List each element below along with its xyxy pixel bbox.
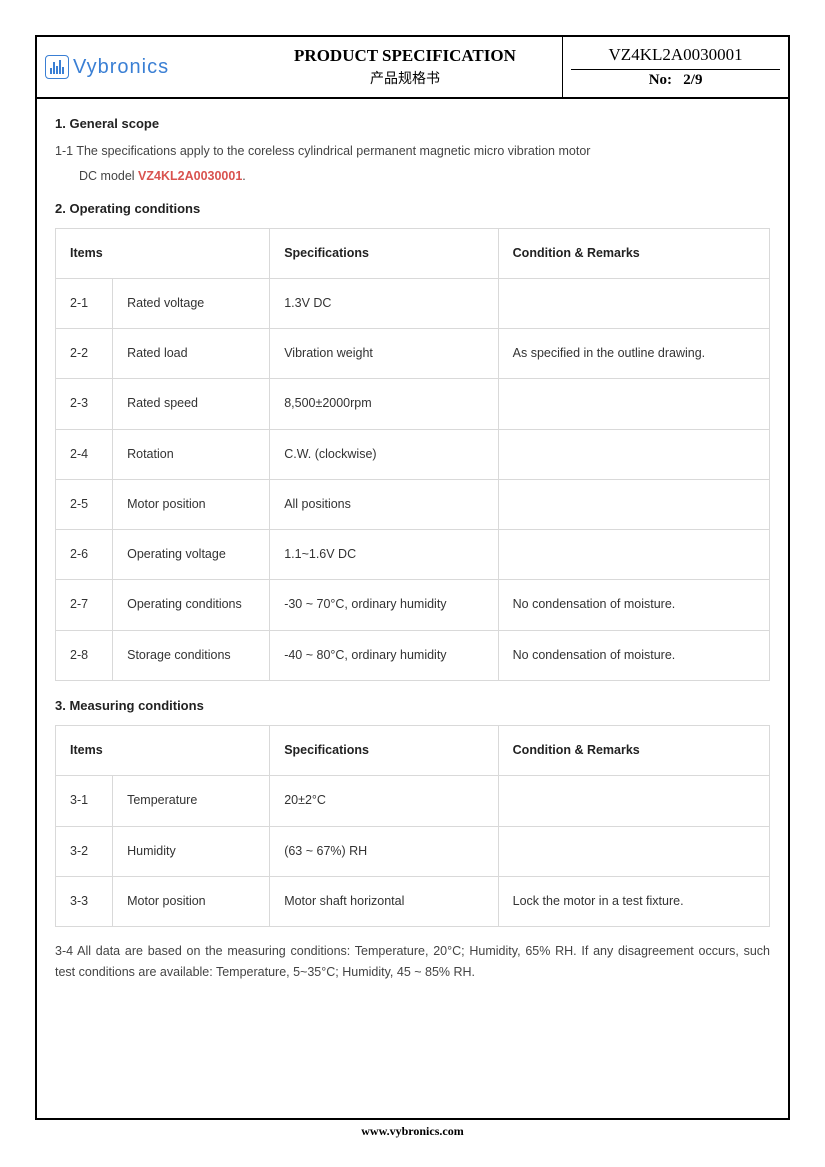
table-row: 3-2Humidity(63 ~ 67%) RH (56, 826, 770, 876)
row-remark (498, 776, 769, 826)
part-number: VZ4KL2A0030001 (571, 41, 780, 70)
row-spec: -30 ~ 70°C, ordinary humidity (270, 580, 498, 630)
page-value: 2/9 (683, 72, 702, 88)
section1-line1: 1-1 The specifications apply to the core… (55, 141, 770, 162)
col-items: Items (56, 726, 270, 776)
row-remark: No condensation of moisture. (498, 630, 769, 680)
row-number: 2-3 (56, 379, 113, 429)
measuring-conditions-table: Items Specifications Condition & Remarks… (55, 725, 770, 927)
model-prefix: DC model (79, 169, 138, 183)
row-remark (498, 530, 769, 580)
table-row: 2-5Motor positionAll positions (56, 479, 770, 529)
page-frame: Vybronics PRODUCT SPECIFICATION 产品规格书 VZ… (35, 35, 790, 1120)
doc-title-cn: 产品规格书 (256, 68, 554, 88)
section3-heading: 3. Measuring conditions (55, 695, 770, 717)
doc-title-en: PRODUCT SPECIFICATION (256, 46, 554, 66)
row-item: Storage conditions (113, 630, 270, 680)
col-spec: Specifications (270, 228, 498, 278)
row-item: Humidity (113, 826, 270, 876)
row-remark (498, 379, 769, 429)
row-number: 2-7 (56, 580, 113, 630)
table-row: 2-2Rated loadVibration weightAs specifie… (56, 329, 770, 379)
footer-url: www.vybronics.com (35, 1120, 790, 1149)
title-cell: PRODUCT SPECIFICATION 产品规格书 (247, 37, 562, 97)
table-row: 2-1Rated voltage1.3V DC (56, 278, 770, 328)
logo: Vybronics (45, 55, 239, 79)
row-spec: (63 ~ 67%) RH (270, 826, 498, 876)
page-container: Vybronics PRODUCT SPECIFICATION 产品规格书 VZ… (0, 0, 825, 1159)
row-number: 2-4 (56, 429, 113, 479)
section1-heading: 1. General scope (55, 113, 770, 135)
row-remark (498, 826, 769, 876)
row-item: Rated voltage (113, 278, 270, 328)
row-item: Operating conditions (113, 580, 270, 630)
col-spec: Specifications (270, 726, 498, 776)
col-items: Items (56, 228, 270, 278)
row-spec: Motor shaft horizontal (270, 876, 498, 926)
table-row: 2-8Storage conditions-40 ~ 80°C, ordinar… (56, 630, 770, 680)
row-spec: Vibration weight (270, 329, 498, 379)
row-item: Motor position (113, 876, 270, 926)
logo-text: Vybronics (73, 56, 169, 79)
table-row: 3-3Motor positionMotor shaft horizontalL… (56, 876, 770, 926)
row-item: Motor position (113, 479, 270, 529)
model-suffix: . (242, 169, 245, 183)
row-item: Rotation (113, 429, 270, 479)
row-remark (498, 278, 769, 328)
row-number: 2-1 (56, 278, 113, 328)
page-label: No: (649, 72, 672, 88)
row-spec: All positions (270, 479, 498, 529)
col-remarks: Condition & Remarks (498, 726, 769, 776)
row-number: 3-1 (56, 776, 113, 826)
row-item: Operating voltage (113, 530, 270, 580)
row-number: 2-2 (56, 329, 113, 379)
section1-model-line: DC model VZ4KL2A0030001. (55, 166, 770, 187)
row-number: 2-8 (56, 630, 113, 680)
logo-cell: Vybronics (37, 37, 247, 97)
row-spec: -40 ~ 80°C, ordinary humidity (270, 630, 498, 680)
row-item: Rated speed (113, 379, 270, 429)
row-spec: 8,500±2000rpm (270, 379, 498, 429)
row-remark: No condensation of moisture. (498, 580, 769, 630)
row-remark: Lock the motor in a test fixture. (498, 876, 769, 926)
row-number: 3-2 (56, 826, 113, 876)
partno-cell: VZ4KL2A0030001 No: 2/9 (563, 37, 788, 97)
row-spec: 1.1~1.6V DC (270, 530, 498, 580)
row-remark (498, 479, 769, 529)
row-item: Temperature (113, 776, 270, 826)
row-number: 3-3 (56, 876, 113, 926)
row-number: 2-6 (56, 530, 113, 580)
operating-conditions-table: Items Specifications Condition & Remarks… (55, 228, 770, 681)
row-number: 2-5 (56, 479, 113, 529)
model-number: VZ4KL2A0030001 (138, 169, 242, 183)
row-spec: 1.3V DC (270, 278, 498, 328)
header-table: Vybronics PRODUCT SPECIFICATION 产品规格书 VZ… (37, 37, 788, 97)
page-number: No: 2/9 (571, 70, 780, 93)
section2-heading: 2. Operating conditions (55, 198, 770, 220)
row-spec: 20±2°C (270, 776, 498, 826)
table-row: 2-6Operating voltage1.1~1.6V DC (56, 530, 770, 580)
row-remark (498, 429, 769, 479)
table-row: 2-7Operating conditions-30 ~ 70°C, ordin… (56, 580, 770, 630)
table-row: 2-4RotationC.W. (clockwise) (56, 429, 770, 479)
content-area: 1. General scope 1-1 The specifications … (37, 99, 788, 994)
row-remark: As specified in the outline drawing. (498, 329, 769, 379)
section3-note: 3-4 All data are based on the measuring … (55, 941, 770, 984)
row-item: Rated load (113, 329, 270, 379)
waveform-icon (45, 55, 69, 79)
row-spec: C.W. (clockwise) (270, 429, 498, 479)
table-row: 3-1Temperature20±2°C (56, 776, 770, 826)
table-row: 2-3Rated speed8,500±2000rpm (56, 379, 770, 429)
col-remarks: Condition & Remarks (498, 228, 769, 278)
